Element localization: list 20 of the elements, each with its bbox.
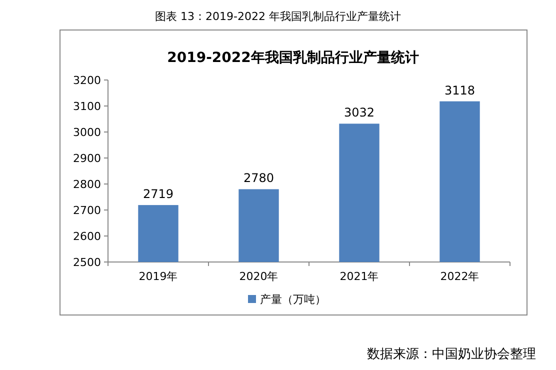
text: 图表 13：2019-2022 年我国乳制品行业产量统计 bbox=[155, 10, 401, 23]
y-tick-label: 2800 bbox=[73, 178, 101, 191]
legend-label: 产量（万吨） bbox=[260, 293, 326, 306]
y-tick-label: 2500 bbox=[73, 256, 101, 269]
y-tick-label: 2600 bbox=[73, 230, 101, 243]
x-tick-label: 2021年 bbox=[340, 270, 379, 283]
data-label: 2719 bbox=[142, 187, 174, 202]
data-label: 3032 bbox=[344, 106, 375, 120]
source-note: 数据来源：中国奶业协会整理 bbox=[367, 347, 536, 362]
chart-title: 2019-2022年我国乳制品行业产量统计 bbox=[167, 49, 419, 66]
data-label: 3118 bbox=[444, 83, 476, 98]
y-tick-label: 2900 bbox=[73, 152, 101, 165]
x-tick-label: 2022年 bbox=[440, 270, 480, 283]
y-tick-label: 3000 bbox=[73, 126, 101, 139]
y-tick-label: 3200 bbox=[73, 74, 101, 87]
data-label: 2780 bbox=[243, 171, 274, 186]
y-tick-label: 2700 bbox=[73, 204, 101, 217]
x-tick-label: 2019年 bbox=[138, 270, 178, 283]
y-tick-label: 3100 bbox=[73, 100, 101, 113]
x-tick-label: 2020年 bbox=[239, 270, 278, 283]
